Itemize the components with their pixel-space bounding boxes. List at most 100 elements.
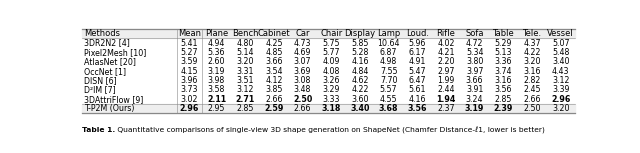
Bar [83, 29, 575, 38]
Text: 2.20: 2.20 [437, 57, 454, 66]
Text: Cabinet: Cabinet [257, 29, 290, 38]
Text: 3.29: 3.29 [323, 85, 340, 94]
Text: 2.39: 2.39 [493, 104, 513, 113]
Text: 3.40: 3.40 [552, 57, 570, 66]
Text: 10.64: 10.64 [378, 39, 400, 48]
Text: 2.71: 2.71 [236, 95, 255, 104]
Text: Sofa: Sofa [465, 29, 484, 38]
Text: 4.55: 4.55 [380, 95, 397, 104]
Text: 4.43: 4.43 [552, 67, 570, 76]
Text: 4.15: 4.15 [180, 67, 198, 76]
Text: 3.19: 3.19 [465, 104, 484, 113]
Text: 3.20: 3.20 [524, 57, 541, 66]
Text: 5.29: 5.29 [495, 39, 512, 48]
Text: 3.80: 3.80 [466, 57, 483, 66]
Text: 2.66: 2.66 [265, 95, 283, 104]
Text: 5.34: 5.34 [466, 48, 483, 57]
Bar [83, 104, 575, 113]
Text: 6.87: 6.87 [380, 48, 397, 57]
Text: 3.16: 3.16 [524, 67, 541, 76]
Text: 4.02: 4.02 [437, 39, 454, 48]
Text: 3.39: 3.39 [552, 85, 570, 94]
Text: 3.58: 3.58 [208, 85, 225, 94]
Text: 5.96: 5.96 [408, 39, 426, 48]
Text: 4.80: 4.80 [236, 39, 254, 48]
Text: Loud.: Loud. [406, 29, 429, 38]
Text: 5.61: 5.61 [408, 85, 426, 94]
Text: 4.91: 4.91 [408, 57, 426, 66]
Text: 1.99: 1.99 [437, 76, 454, 85]
Text: 5.13: 5.13 [495, 48, 512, 57]
Text: 2.37: 2.37 [437, 104, 454, 113]
Text: 6.47: 6.47 [408, 76, 426, 85]
Text: Mean: Mean [178, 29, 201, 38]
Text: 3.36: 3.36 [495, 57, 512, 66]
Text: 2.11: 2.11 [207, 95, 226, 104]
Text: 6.17: 6.17 [408, 48, 426, 57]
Text: 2.97: 2.97 [437, 67, 454, 76]
Text: 5.36: 5.36 [208, 48, 225, 57]
Text: 5.48: 5.48 [552, 48, 570, 57]
Text: 3.56: 3.56 [495, 85, 512, 94]
Text: 2.59: 2.59 [264, 104, 284, 113]
Text: 2.66: 2.66 [524, 95, 541, 104]
Text: 3.24: 3.24 [466, 95, 483, 104]
Text: 2.60: 2.60 [208, 57, 225, 66]
Text: 5.07: 5.07 [552, 39, 570, 48]
Text: 2.66: 2.66 [294, 104, 311, 113]
Text: 4.08: 4.08 [323, 67, 340, 76]
Text: 3.91: 3.91 [466, 85, 483, 94]
Text: 2.85: 2.85 [236, 104, 254, 113]
Text: 4.25: 4.25 [265, 39, 283, 48]
Text: Vessel: Vessel [547, 29, 574, 38]
Text: Methods: Methods [84, 29, 120, 38]
Text: 3.69: 3.69 [294, 67, 311, 76]
Text: 2.96: 2.96 [551, 95, 570, 104]
Text: 4.37: 4.37 [524, 39, 541, 48]
Text: 4.85: 4.85 [265, 48, 282, 57]
Text: 2.50: 2.50 [524, 104, 541, 113]
Text: 5.57: 5.57 [380, 85, 397, 94]
Text: OccNet [1]: OccNet [1] [84, 67, 127, 76]
Text: 4.09: 4.09 [323, 57, 340, 66]
Text: 3.40: 3.40 [350, 104, 369, 113]
Text: 5.47: 5.47 [408, 67, 426, 76]
Text: 2.45: 2.45 [524, 85, 541, 94]
Text: 2.95: 2.95 [208, 104, 225, 113]
Text: 7.70: 7.70 [380, 76, 397, 85]
Text: 3.02: 3.02 [180, 95, 198, 104]
Text: 4.22: 4.22 [524, 48, 541, 57]
Text: Pixel2Mesh [10]: Pixel2Mesh [10] [84, 48, 147, 57]
Text: 5.75: 5.75 [323, 39, 340, 48]
Text: 3.96: 3.96 [180, 76, 198, 85]
Text: 3.66: 3.66 [265, 57, 283, 66]
Text: 4.16: 4.16 [408, 95, 426, 104]
Text: 4.62: 4.62 [351, 76, 369, 85]
Text: 3.12: 3.12 [552, 76, 570, 85]
Text: 3.59: 3.59 [180, 57, 198, 66]
Text: 5.85: 5.85 [351, 39, 369, 48]
Text: 4.73: 4.73 [294, 39, 311, 48]
Text: 3.12: 3.12 [236, 85, 254, 94]
Text: 2.44: 2.44 [437, 85, 454, 94]
Text: 4.84: 4.84 [351, 67, 369, 76]
Text: 4.12: 4.12 [265, 76, 283, 85]
Text: T-P2M (Ours): T-P2M (Ours) [84, 104, 135, 113]
Text: 3.51: 3.51 [236, 76, 254, 85]
Text: 3.18: 3.18 [321, 104, 341, 113]
Text: Quantitative comparisons of single-view 3D shape generation on ShapeNet (Chamfer: Quantitative comparisons of single-view … [115, 127, 545, 134]
Text: 3DAttriFlow [9]: 3DAttriFlow [9] [84, 95, 144, 104]
Text: 2.50: 2.50 [293, 95, 312, 104]
Text: AtlasNet [20]: AtlasNet [20] [84, 57, 136, 66]
Text: 2.82: 2.82 [524, 76, 541, 85]
Text: 3DR2N2 [4]: 3DR2N2 [4] [84, 39, 130, 48]
Text: 3.20: 3.20 [236, 57, 254, 66]
Text: 4.16: 4.16 [351, 57, 369, 66]
Text: 3.54: 3.54 [265, 67, 283, 76]
Text: 3.74: 3.74 [495, 67, 512, 76]
Text: 1.94: 1.94 [436, 95, 456, 104]
Text: 4.22: 4.22 [351, 85, 369, 94]
Text: Lamp: Lamp [377, 29, 400, 38]
Text: 3.33: 3.33 [323, 95, 340, 104]
Text: 3.97: 3.97 [466, 67, 483, 76]
